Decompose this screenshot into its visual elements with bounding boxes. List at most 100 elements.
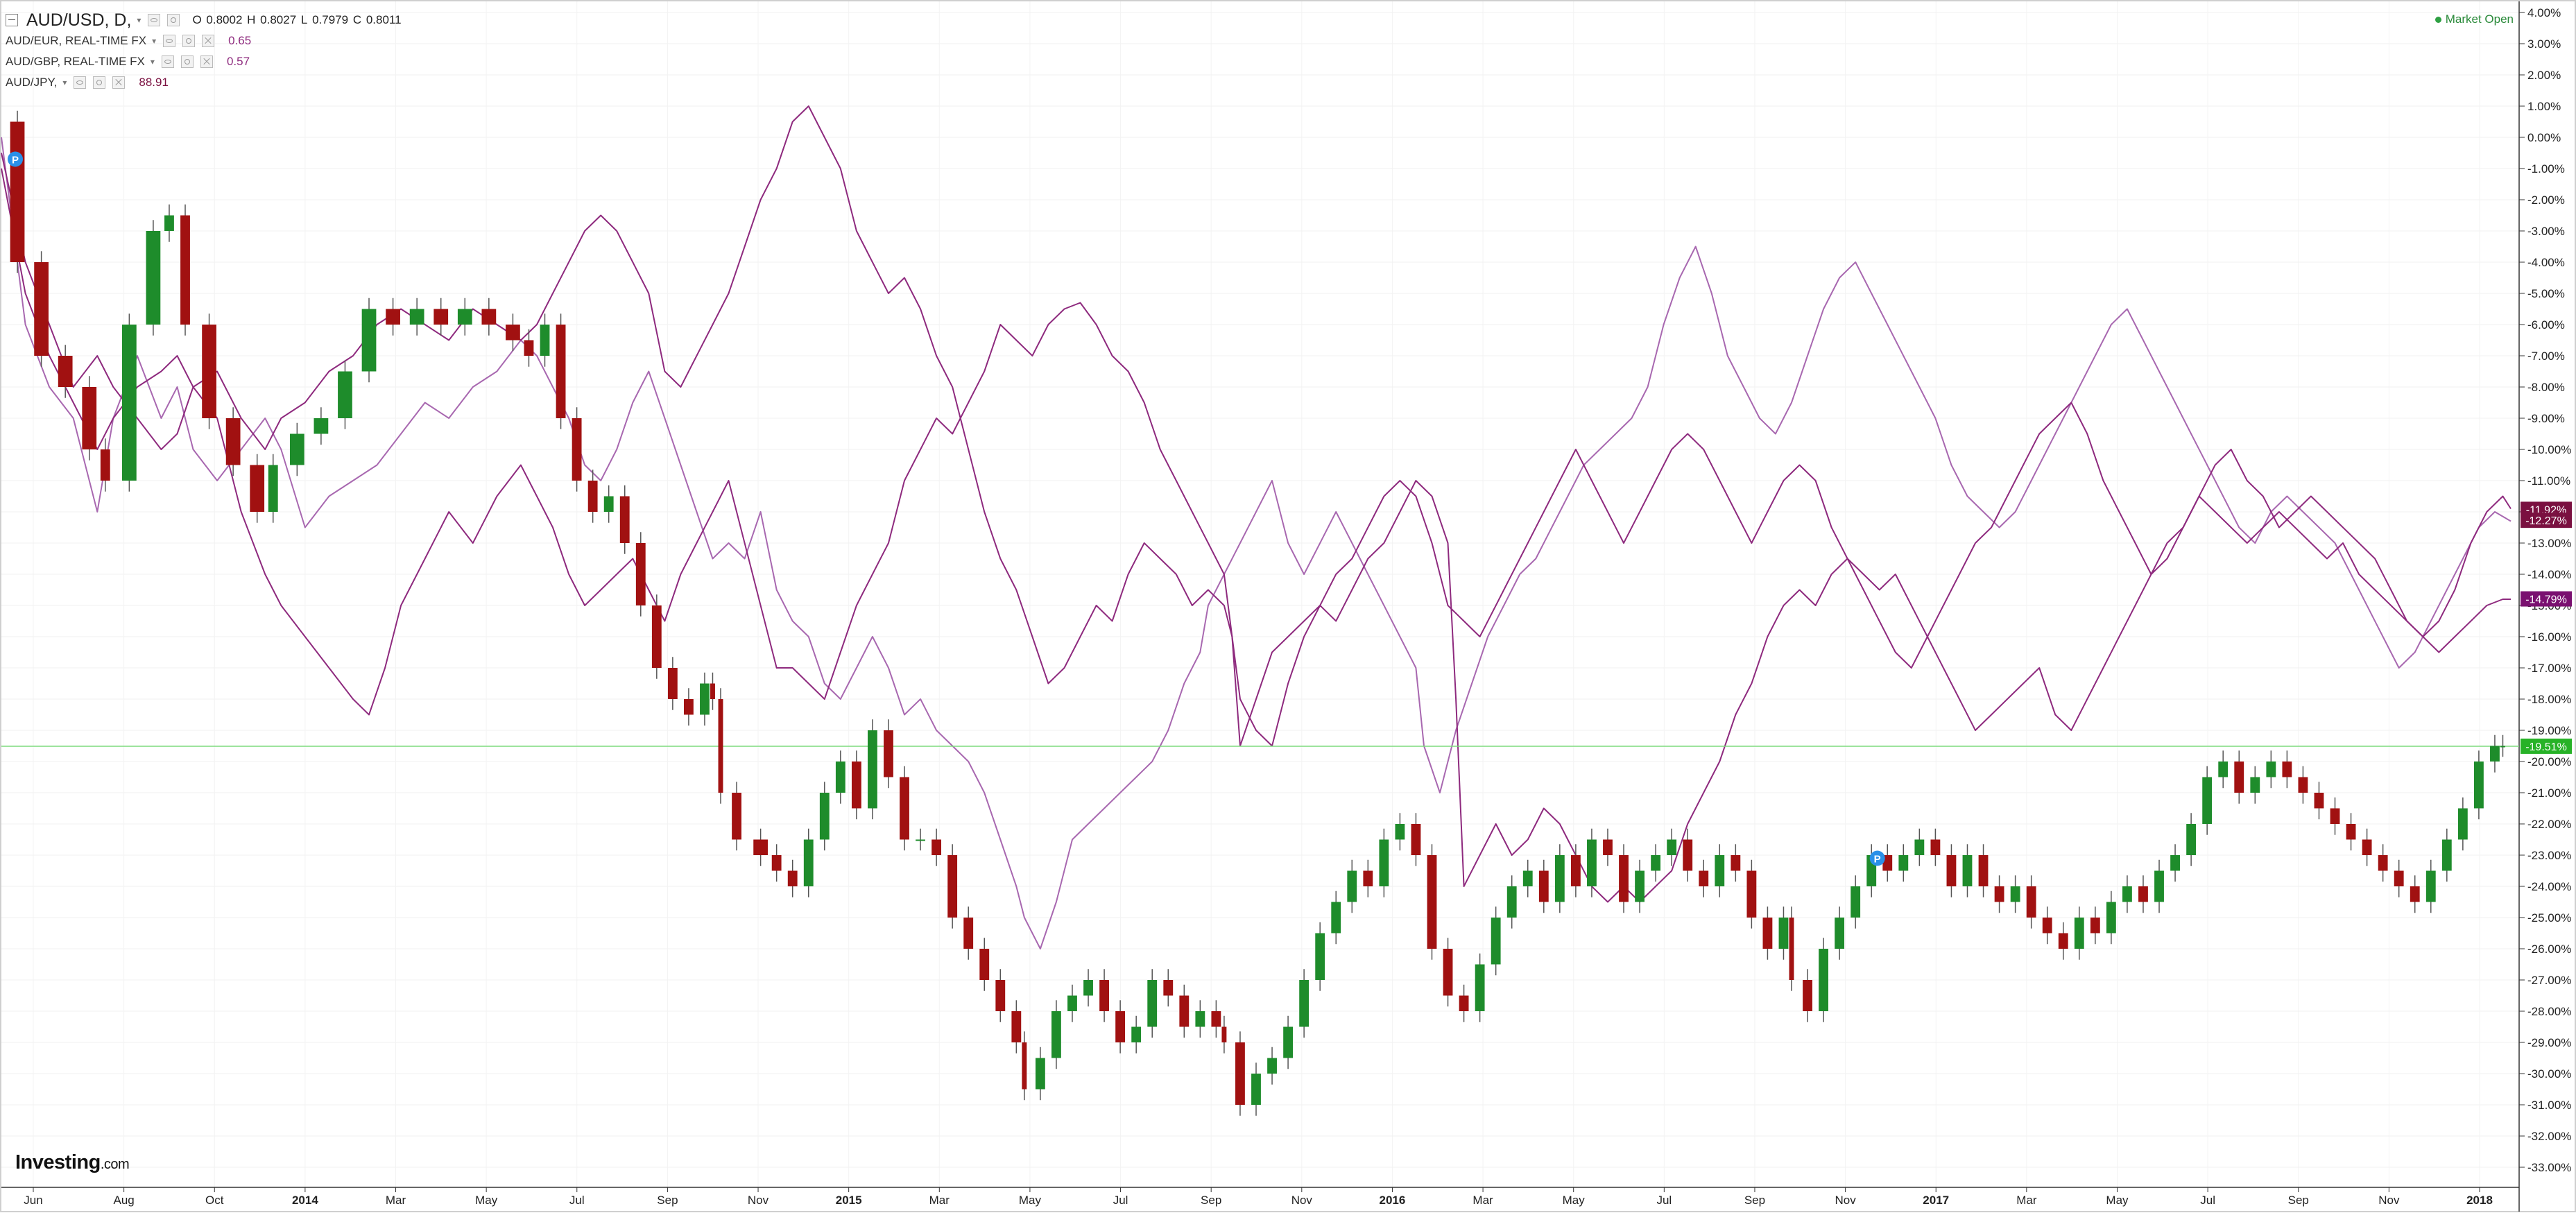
candle-body[interactable] (1131, 1026, 1142, 1043)
candle-body[interactable] (1235, 1042, 1245, 1105)
candle-body[interactable] (1819, 949, 1828, 1011)
chevron-down-icon[interactable]: ▾ (152, 36, 157, 46)
candle-body[interactable] (1163, 980, 1174, 996)
candle-body[interactable] (146, 231, 161, 325)
candle-body[interactable] (2090, 918, 2100, 934)
candle-body[interactable] (2010, 886, 2020, 902)
candle-body[interactable] (1667, 839, 1677, 856)
candle-body[interactable] (979, 949, 990, 980)
candle-body[interactable] (963, 918, 974, 949)
candle-body[interactable] (1835, 918, 1845, 949)
candle-body[interactable] (2441, 839, 2452, 871)
candle-body[interactable] (2042, 918, 2052, 934)
candle-body[interactable] (2490, 746, 2500, 762)
candle-body[interactable] (1443, 949, 1453, 996)
candle-body[interactable] (2394, 870, 2404, 887)
candle-body[interactable] (1554, 855, 1565, 902)
candle-body[interactable] (268, 465, 278, 513)
candle-body[interactable] (2202, 777, 2213, 825)
candle-body[interactable] (1427, 855, 1437, 949)
candle-body[interactable] (409, 309, 424, 325)
candle-body[interactable] (1978, 855, 1989, 886)
candle-body[interactable] (587, 481, 598, 512)
candle-body[interactable] (2154, 870, 2164, 902)
candle-body[interactable] (1994, 886, 2004, 902)
candle-body[interactable] (386, 309, 400, 325)
candle-body[interactable] (995, 980, 1006, 1011)
overlay-legend-aud-gbp[interactable]: AUD/GBP, REAL-TIME FX ▾ 0.57 (6, 51, 403, 72)
candle-body[interactable] (58, 356, 73, 387)
candle-body[interactable] (2410, 886, 2420, 902)
candle-body[interactable] (540, 325, 550, 356)
chevron-down-icon[interactable]: ▾ (62, 78, 67, 87)
candle-body[interactable] (1778, 918, 1789, 949)
candle-body[interactable] (2122, 886, 2132, 902)
candle-body[interactable] (1315, 933, 1325, 981)
candle-body[interactable] (603, 496, 614, 513)
event-marker-icon[interactable] (8, 151, 23, 167)
candle-body[interactable] (1051, 1011, 1061, 1058)
candle-body[interactable] (1035, 1058, 1045, 1090)
candle-body[interactable] (506, 325, 520, 341)
candle-body[interactable] (2266, 762, 2276, 777)
candle-body[interactable] (1331, 902, 1341, 934)
candle-body[interactable] (1946, 855, 1957, 886)
candle-body[interactable] (2282, 762, 2292, 777)
candle-body[interactable] (1347, 870, 1357, 902)
visibility-icon[interactable] (163, 35, 176, 47)
candle-body[interactable] (1962, 855, 1973, 886)
candle-body[interactable] (900, 777, 909, 840)
candle-body[interactable] (1506, 886, 1517, 918)
candle-body[interactable] (1475, 964, 1485, 1012)
candle-body[interactable] (2378, 855, 2388, 871)
candle-body[interactable] (635, 543, 646, 605)
candle-body[interactable] (1603, 839, 1613, 856)
visibility-icon[interactable] (161, 55, 174, 68)
candle-body[interactable] (1930, 839, 1941, 856)
candle-body[interactable] (931, 839, 942, 856)
candle-body[interactable] (1619, 855, 1629, 902)
candle-body[interactable] (2234, 762, 2244, 793)
candle-body[interactable] (732, 793, 741, 840)
candle-body[interactable] (2218, 762, 2229, 777)
candle-body[interactable] (1699, 870, 1709, 887)
candle-body[interactable] (524, 340, 534, 356)
candle-body[interactable] (1683, 839, 1693, 871)
candle-body[interactable] (1195, 1011, 1205, 1027)
settings-icon[interactable] (167, 14, 180, 26)
candle-body[interactable] (1211, 1011, 1221, 1027)
candle-body[interactable] (1459, 995, 1469, 1012)
candle-body[interactable] (2058, 933, 2068, 949)
candle-body[interactable] (851, 762, 861, 809)
candle-body[interactable] (835, 762, 845, 793)
candle-body[interactable] (164, 215, 174, 232)
candle-body[interactable] (1299, 980, 1310, 1027)
candle-body[interactable] (225, 418, 241, 465)
event-marker-icon[interactable] (1869, 850, 1885, 866)
candle-body[interactable] (250, 465, 265, 513)
candle-body[interactable] (556, 325, 566, 418)
candle-body[interactable] (2425, 870, 2436, 902)
main-series-legend[interactable]: AUD/USD, D, ▾ O 0.8002 H 0.8027 L 0.7979… (6, 10, 403, 31)
candle-body[interactable] (433, 309, 449, 325)
candle-body[interactable] (1587, 839, 1597, 887)
candle-body[interactable] (710, 683, 715, 700)
candle-body[interactable] (1789, 918, 1794, 980)
candle-body[interactable] (700, 683, 710, 715)
candle-body[interactable] (2298, 777, 2308, 793)
candle-body[interactable] (1538, 870, 1549, 902)
candle-body[interactable] (1221, 1026, 1227, 1043)
series-line-aud-jpy[interactable] (1, 105, 2511, 903)
overlay-symbol-label[interactable]: AUD/EUR, REAL-TIME FX (6, 34, 147, 47)
candle-body[interactable] (2314, 793, 2324, 809)
candle-body[interactable] (1803, 980, 1812, 1011)
settings-icon[interactable] (182, 35, 196, 47)
candle-body[interactable] (1914, 839, 1925, 856)
candle-body[interactable] (1379, 839, 1389, 887)
candle-body[interactable] (1067, 995, 1077, 1012)
candle-body[interactable] (1363, 870, 1373, 887)
candle-body[interactable] (1251, 1074, 1261, 1105)
visibility-icon[interactable] (148, 14, 161, 26)
